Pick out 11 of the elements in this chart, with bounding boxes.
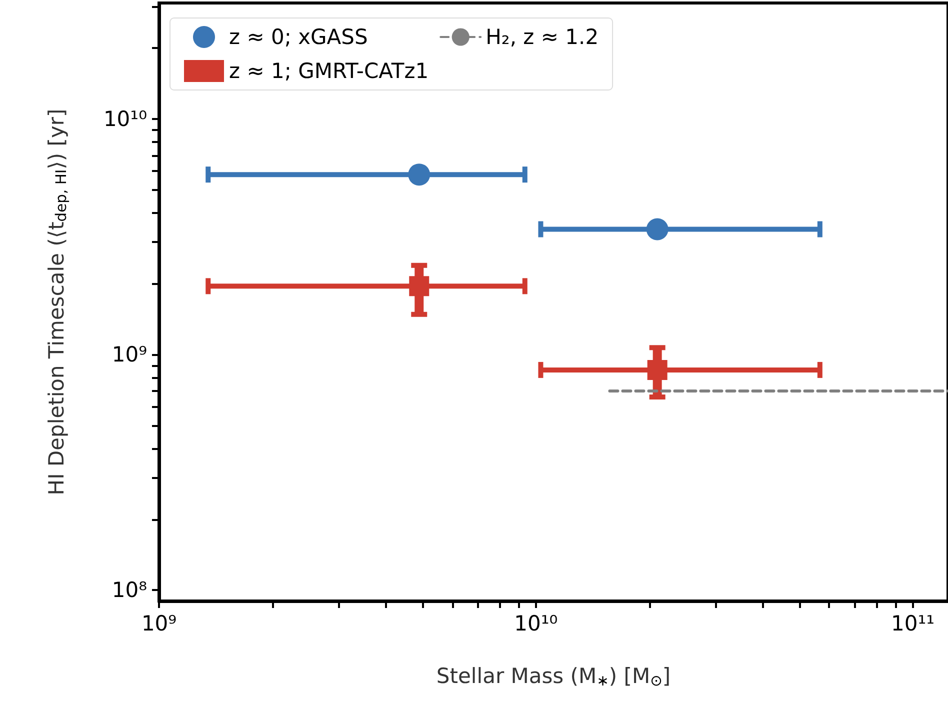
x-tick-label: 10¹⁰ bbox=[514, 612, 558, 636]
legend-label: H₂, z ≈ 1.2 bbox=[486, 25, 599, 49]
legend-label: z ≈ 0; xGASS bbox=[229, 25, 368, 49]
y-tick-label: 10⁹ bbox=[112, 342, 147, 367]
y-tick-label: 10⁸ bbox=[112, 578, 147, 602]
y-axis-title: HI Depletion Timescale (⟨tdep, HI⟩) [yr] bbox=[44, 108, 70, 496]
y-tick-label: 10¹⁰ bbox=[103, 106, 147, 131]
x-axis-title: Stellar Mass (M∗) [M⊙] bbox=[436, 664, 671, 690]
legend-label: z ≈ 1; GMRT-CATz1 bbox=[229, 59, 429, 83]
x-tick-label: 10¹¹ bbox=[891, 612, 935, 636]
x-tick-label: 10⁹ bbox=[141, 612, 177, 636]
